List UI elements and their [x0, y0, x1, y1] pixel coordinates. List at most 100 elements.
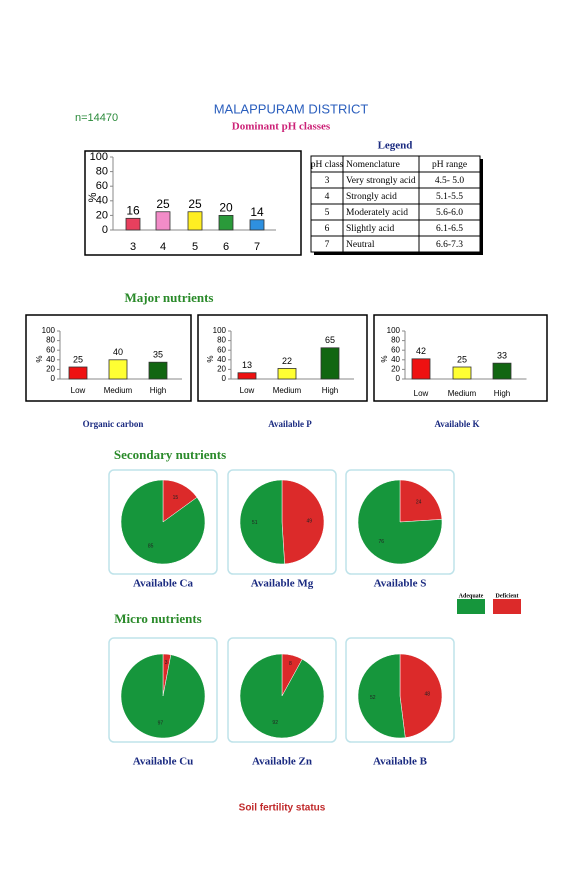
y-tick-label: 80: [46, 336, 55, 345]
bar: [148, 361, 168, 380]
y-axis-label: %: [87, 192, 99, 202]
y-tick-label: 100: [90, 151, 108, 163]
y-tick-label: 20: [391, 365, 400, 374]
slice-label: 92: [272, 720, 278, 726]
slice-label: 51: [252, 520, 258, 526]
table-shadow: [314, 252, 483, 255]
chart-caption: Available Mg: [251, 578, 314, 590]
page-subtitle: Dominant pH classes: [232, 121, 331, 133]
chart-frame: [373, 314, 548, 402]
table-cell: 6.6-7.3: [436, 240, 463, 250]
y-tick-label: 80: [96, 166, 108, 178]
chart-caption: Available Ca: [133, 578, 193, 590]
table-cell: 5.1-5.5: [436, 192, 463, 202]
bar: [108, 359, 128, 380]
x-tick-label: High: [150, 386, 166, 395]
table-cell: Very strongly acid: [346, 176, 416, 186]
x-tick-label: Low: [240, 386, 255, 395]
legend-swatch: [457, 599, 485, 614]
chart-frame: [197, 314, 368, 402]
y-tick-label: 40: [46, 355, 55, 364]
table-cell: 6: [325, 224, 330, 234]
x-tick-label: 5: [192, 241, 198, 253]
y-tick-label: 60: [46, 345, 55, 354]
bar: [68, 366, 88, 380]
y-tick-label: 0: [51, 374, 56, 383]
pie-slice: [399, 653, 443, 738]
chart-frame: [84, 150, 302, 256]
x-tick-label: Low: [414, 389, 429, 398]
sample-size: n=14470: [75, 112, 118, 124]
bar: [320, 347, 340, 380]
table-cell: 4: [325, 192, 330, 202]
pie-slice: [120, 479, 206, 565]
legend-label: Deficient: [496, 593, 519, 599]
bar-value-label: 25: [73, 354, 83, 364]
y-tick-label: 20: [46, 365, 55, 374]
x-tick-label: Medium: [104, 386, 133, 395]
bar: [452, 366, 472, 380]
y-tick-label: 80: [391, 336, 400, 345]
x-tick-label: Medium: [448, 389, 477, 398]
table-cell: Moderately acid: [346, 208, 408, 218]
legend-label: Adequate: [459, 593, 484, 599]
y-tick-label: 40: [217, 355, 226, 364]
x-tick-label: Low: [71, 386, 86, 395]
y-axis-label: %: [35, 355, 44, 362]
y-tick-label: 20: [96, 209, 108, 221]
chart-caption: Available Zn: [252, 756, 312, 768]
bar-value-label: 25: [188, 197, 202, 211]
bar-value-label: 42: [416, 346, 426, 356]
table-cell: pH range: [432, 160, 467, 170]
bar-value-label: 25: [156, 197, 170, 211]
y-tick-label: 100: [387, 326, 401, 335]
x-tick-label: 7: [254, 241, 260, 253]
table-cell: 6.1-6.5: [436, 224, 463, 234]
table-cell: 4.5- 5.0: [435, 176, 465, 186]
bar-value-label: 65: [325, 335, 335, 345]
page-title: MALAPPURAM DISTRICT: [214, 101, 369, 116]
table-cell: 3: [325, 176, 330, 186]
section-title: Secondary nutrients: [114, 447, 226, 462]
y-tick-label: 100: [42, 326, 56, 335]
y-tick-label: 20: [217, 365, 226, 374]
bar-value-label: 14: [250, 205, 264, 219]
bar: [277, 368, 297, 380]
chart-caption: Available K: [434, 419, 479, 429]
slice-label: 52: [370, 695, 376, 701]
table-shadow: [480, 159, 483, 255]
slice-label: 85: [148, 544, 154, 550]
bar-value-label: 22: [282, 356, 292, 366]
bar: [411, 358, 431, 380]
y-tick-label: 100: [213, 326, 227, 335]
slice-label: 48: [424, 692, 430, 698]
x-tick-label: 3: [130, 241, 136, 253]
bar: [492, 362, 512, 380]
y-tick-label: 0: [102, 224, 108, 236]
section-title: Micro nutrients: [114, 611, 202, 626]
y-tick-label: 0: [396, 374, 401, 383]
footer: Soil fertility status: [239, 803, 326, 814]
x-tick-label: 4: [160, 241, 166, 253]
y-tick-label: 0: [222, 374, 227, 383]
y-tick-label: 40: [391, 355, 400, 364]
pie-slice: [120, 653, 206, 739]
slice-label: 24: [416, 499, 422, 505]
legend-swatch: [493, 599, 521, 614]
bar: [187, 211, 203, 231]
y-tick-label: 60: [96, 180, 108, 192]
bar-value-label: 13: [242, 360, 252, 370]
chart-caption: Available Cu: [133, 756, 194, 768]
slice-label: 15: [173, 495, 179, 501]
pie-slice: [239, 479, 285, 565]
bar: [249, 219, 265, 231]
section-title: Major nutrients: [125, 290, 214, 305]
table-cell: 5.6-6.0: [436, 208, 463, 218]
chart-caption: Available S: [374, 578, 427, 590]
pie-slice: [281, 479, 325, 565]
bar: [125, 217, 141, 231]
table-cell: 7: [325, 240, 330, 250]
bar: [218, 214, 234, 231]
table-cell: Slightly acid: [346, 224, 395, 234]
table-cell: Nomenclature: [346, 160, 400, 170]
